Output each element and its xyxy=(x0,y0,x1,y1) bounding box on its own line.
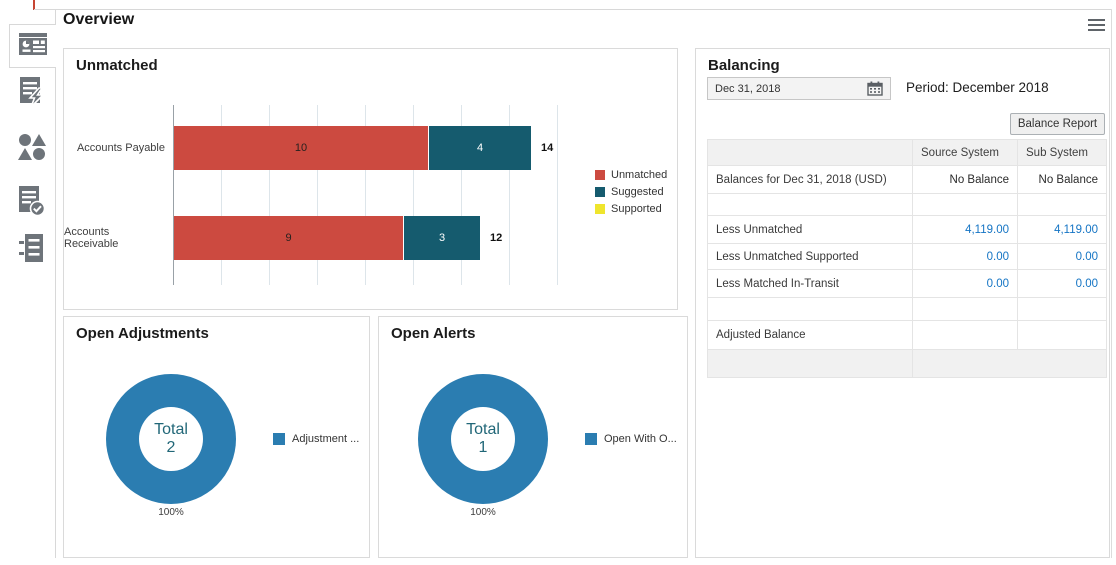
accent-tick xyxy=(33,0,35,10)
open-alerts-donut[interactable]: Total 1 xyxy=(418,374,548,504)
matching-icon xyxy=(17,75,47,114)
legend-item-unmatched: Unmatched xyxy=(595,169,667,181)
row-label: Less Matched In-Transit xyxy=(707,269,913,298)
unmatched-panel: Unmatched Accounts Payable Accounts Rece… xyxy=(63,48,678,310)
bar-total-label: 12 xyxy=(490,232,503,244)
sidebar-item-datasets[interactable] xyxy=(14,131,50,167)
source-value-link[interactable]: 0.00 xyxy=(986,277,1009,290)
sidebar-item-overview[interactable] xyxy=(9,24,56,68)
legend-swatch xyxy=(585,433,597,445)
bar-segment-unmatched[interactable]: 10 xyxy=(174,126,428,170)
divider xyxy=(55,10,56,558)
legend-item-supported: Supported xyxy=(595,203,667,215)
sub-value: No Balance xyxy=(1017,165,1107,194)
bar-row-accounts-receivable: 9 3 12 xyxy=(174,216,502,260)
open-alerts-panel: Open Alerts Total 1 100% Open With O... xyxy=(378,316,688,558)
row-label: Balances for Dec 31, 2018 (USD) xyxy=(707,165,913,194)
category-label: Accounts Payable xyxy=(76,142,165,154)
table-spacer-row xyxy=(707,193,1107,216)
bar-total-label: 14 xyxy=(541,142,554,154)
sub-value-link[interactable]: 0.00 xyxy=(1075,277,1098,290)
donut-legend: Open With O... xyxy=(585,433,677,445)
open-adjustments-panel: Open Adjustments Total 2 100% Adjustment… xyxy=(63,316,370,558)
document-check-icon xyxy=(16,184,48,223)
date-picker-field[interactable]: Dec 31, 2018 xyxy=(707,77,891,100)
donut-legend: Adjustment ... xyxy=(273,433,359,445)
table-spacer-row xyxy=(707,297,1107,321)
bar-row-accounts-payable: 10 4 14 xyxy=(174,126,553,170)
period-label: Period: December 2018 xyxy=(906,80,1049,95)
legend-item-suggested: Suggested xyxy=(595,186,667,198)
divider xyxy=(1111,9,1112,558)
calendar-icon[interactable] xyxy=(867,81,883,96)
bar-segment-suggested[interactable]: 3 xyxy=(404,216,480,260)
donut-percent-label: 100% xyxy=(158,507,184,518)
balancing-table: Source System Sub System Balances for De… xyxy=(707,139,1107,378)
balancing-title: Balancing xyxy=(708,57,780,74)
donut-center: Total 1 xyxy=(451,407,515,471)
table-row: Less Matched In-Transit 0.00 0.00 xyxy=(707,269,1107,298)
row-label: Less Unmatched Supported xyxy=(707,243,913,270)
unmatched-panel-title: Unmatched xyxy=(76,57,158,74)
divider xyxy=(34,9,1112,10)
dashboard-icon xyxy=(18,30,48,63)
open-adjustments-title: Open Adjustments xyxy=(76,325,209,342)
page-title: Overview xyxy=(63,11,135,28)
bar-segment-suggested[interactable]: 4 xyxy=(429,126,531,170)
open-alerts-title: Open Alerts xyxy=(391,325,476,342)
table-row: Less Unmatched 4,119.00 4,119.00 xyxy=(707,215,1107,244)
sidebar-item-adjustments[interactable] xyxy=(14,233,50,269)
source-value: No Balance xyxy=(912,165,1018,194)
balancing-panel: Balancing Dec 31, 2018 Period: December … xyxy=(695,48,1110,558)
ledger-icon xyxy=(17,232,47,271)
table-header-row: Source System Sub System xyxy=(707,139,1107,166)
source-value-link[interactable]: 0.00 xyxy=(986,250,1009,263)
legend-swatch xyxy=(595,187,605,197)
row-label: Less Unmatched xyxy=(707,215,913,244)
date-value: Dec 31, 2018 xyxy=(715,82,781,95)
category-label: Accounts Receivable xyxy=(64,226,119,250)
header-source-system: Source System xyxy=(912,139,1018,166)
sidebar-item-matching[interactable] xyxy=(14,76,50,112)
open-adjustments-donut[interactable]: Total 2 xyxy=(106,374,236,504)
legend-swatch xyxy=(273,433,285,445)
header-empty xyxy=(707,139,913,166)
row-label: Adjusted Balance xyxy=(707,320,913,350)
legend-swatch xyxy=(595,204,605,214)
header-sub-system: Sub System xyxy=(1017,139,1107,166)
donut-percent-label: 100% xyxy=(470,507,496,518)
hamburger-menu-icon[interactable] xyxy=(1088,16,1106,32)
sub-value-link[interactable]: 0.00 xyxy=(1075,250,1098,263)
balance-report-button[interactable]: Balance Report xyxy=(1010,113,1105,135)
sidebar-item-compliance[interactable] xyxy=(14,185,50,221)
table-row: Balances for Dec 31, 2018 (USD) No Balan… xyxy=(707,165,1107,194)
shapes-icon xyxy=(16,131,48,168)
table-row: Less Unmatched Supported 0.00 0.00 xyxy=(707,243,1107,270)
donut-center: Total 2 xyxy=(139,407,203,471)
bar-chart-legend: Unmatched Suggested Supported xyxy=(595,169,667,220)
bar-segment-unmatched[interactable]: 9 xyxy=(174,216,403,260)
table-footer-row xyxy=(707,349,1107,378)
sub-value-link[interactable]: 4,119.00 xyxy=(1054,223,1098,236)
source-value-link[interactable]: 4,119.00 xyxy=(965,223,1009,236)
table-row: Adjusted Balance xyxy=(707,320,1107,350)
legend-swatch xyxy=(595,170,605,180)
